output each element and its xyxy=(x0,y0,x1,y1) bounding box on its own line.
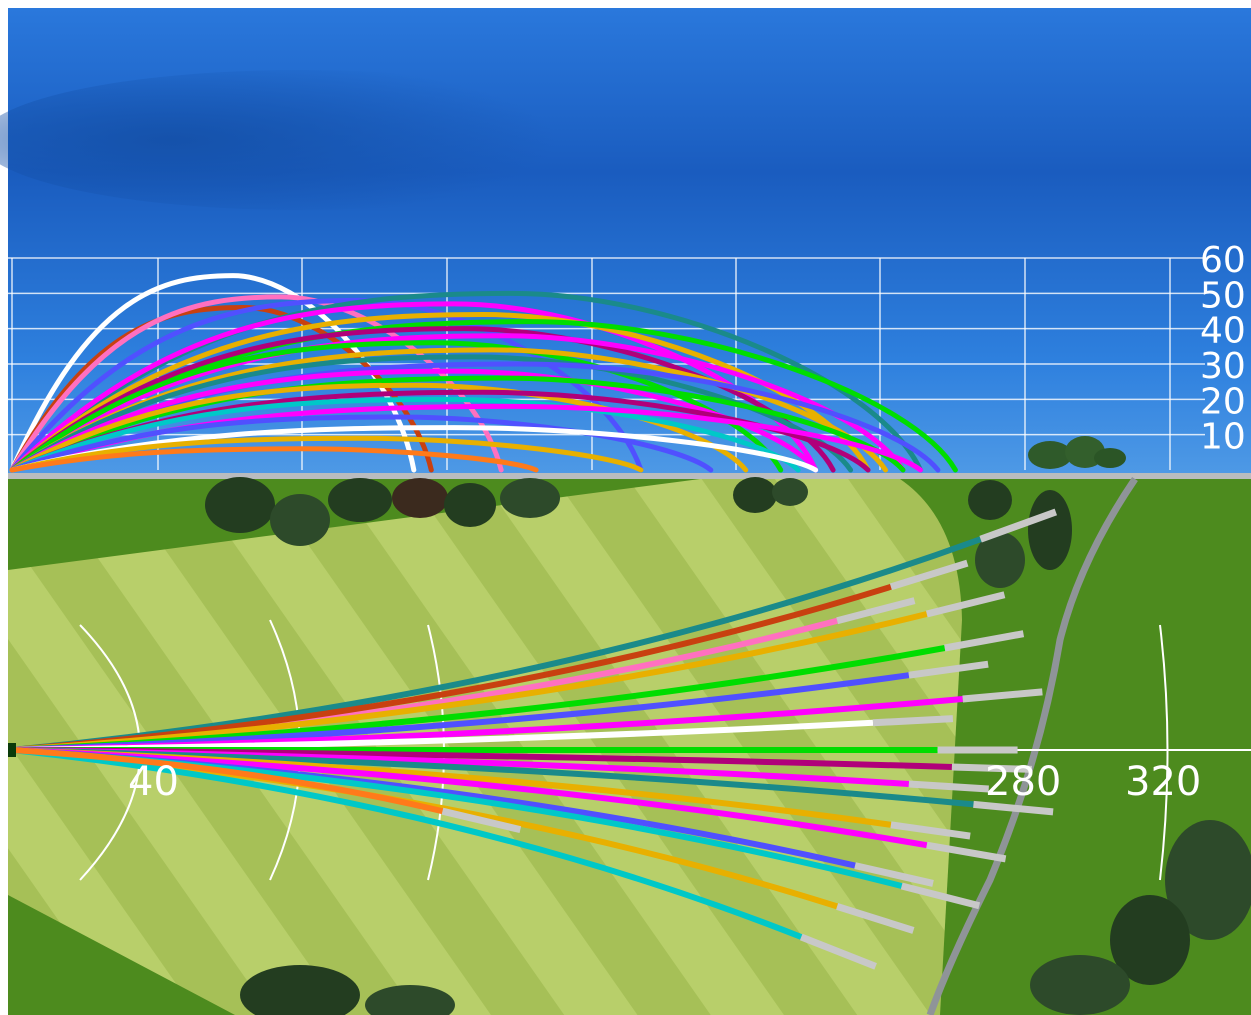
cart-path xyxy=(926,477,1138,1015)
top-shot-rollout xyxy=(926,841,1007,863)
side-shot-trajectory xyxy=(9,425,819,473)
top-shot-rollout xyxy=(962,688,1043,703)
top-shot-trace xyxy=(11,747,803,940)
top-shot-rollout xyxy=(889,559,969,591)
side-shot-trajectory xyxy=(9,382,749,473)
side-shot-trajectory xyxy=(9,375,906,473)
side-shot-trajectory xyxy=(9,414,714,473)
y-tick-label: 40 xyxy=(1200,311,1246,352)
tee-marker xyxy=(8,743,16,757)
side-shot-trajectories xyxy=(9,273,958,473)
horizon-trees xyxy=(1028,436,1126,469)
top-shot-rollout xyxy=(944,630,1025,652)
top-shot-rollout xyxy=(951,763,1032,773)
distance-labels: 40 280 320 xyxy=(128,759,1201,805)
y-tick-label: 30 xyxy=(1200,346,1246,387)
top-view-panel: 40 280 320 xyxy=(8,477,1251,1015)
side-shot-trajectory xyxy=(9,312,871,473)
ground-line xyxy=(8,473,1251,479)
top-shot-rollout xyxy=(900,882,981,910)
top-shot-rollout xyxy=(836,903,915,934)
top-shot-trace xyxy=(11,611,928,753)
side-shot-trajectory xyxy=(9,435,644,473)
y-tick-label: 60 xyxy=(1200,240,1246,281)
y-tick-label: 50 xyxy=(1200,275,1246,316)
side-shot-trajectory xyxy=(9,396,801,473)
top-shot-rollout xyxy=(836,597,916,625)
distance-label-280: 280 xyxy=(985,759,1061,805)
top-shot-rollout xyxy=(973,800,1054,816)
side-shot-trajectory xyxy=(9,326,836,473)
side-shot-trajectory xyxy=(9,354,854,473)
top-shot-rollout xyxy=(441,807,522,834)
y-tick-label: 10 xyxy=(1200,417,1246,458)
side-shot-trajectory xyxy=(9,446,539,473)
y-tick-label: 20 xyxy=(1200,381,1246,422)
top-shot-rollout xyxy=(908,780,989,793)
top-shot-traces xyxy=(11,508,1058,970)
top-shot-rollout xyxy=(854,862,934,887)
top-shot-rollout xyxy=(890,821,971,840)
tree-clumps xyxy=(205,477,1251,1015)
top-shot-trace xyxy=(11,747,444,815)
top-shot-rollout xyxy=(979,508,1058,543)
distance-label-320: 320 xyxy=(1125,759,1201,805)
top-shot-rollout xyxy=(872,715,954,727)
top-shot-rollout xyxy=(925,591,1006,618)
top-shot-rollout xyxy=(799,933,877,970)
top-shot-rollout xyxy=(908,660,989,679)
cloud-shade xyxy=(0,70,620,210)
distance-label-40: 40 xyxy=(128,759,179,805)
